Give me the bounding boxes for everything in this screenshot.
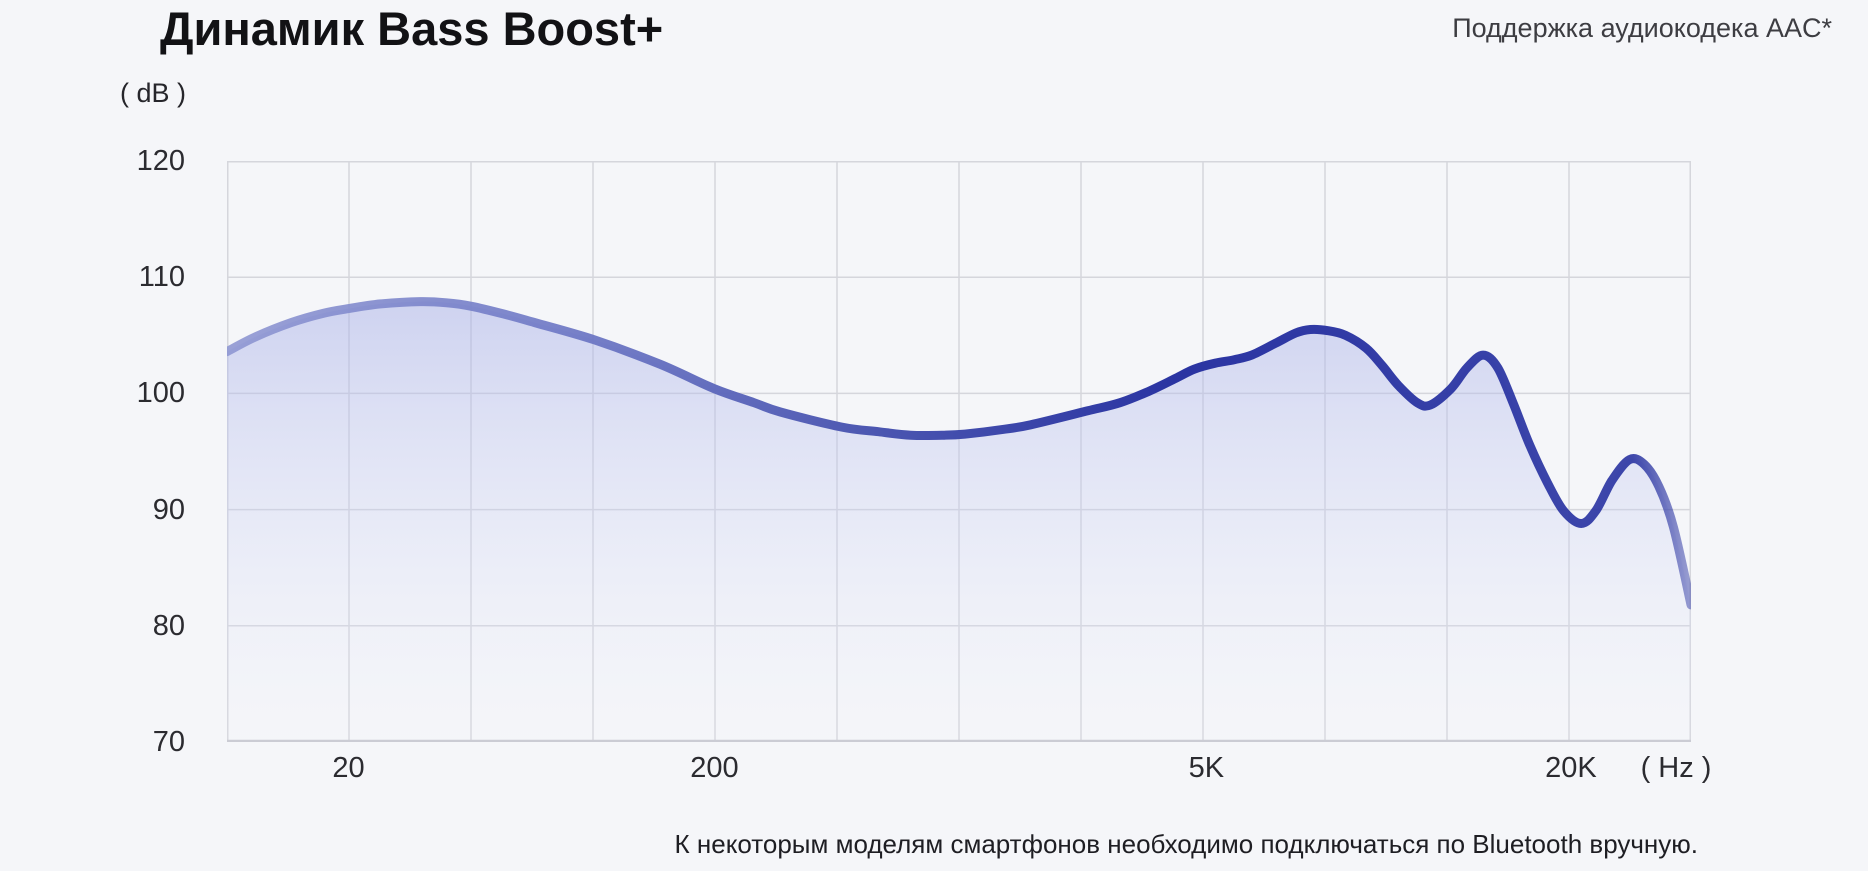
x-tick-20: 20 — [332, 752, 365, 784]
y-tick-120: 120 — [136, 145, 185, 177]
response-area-fill — [227, 301, 1691, 742]
y-tick-90: 90 — [152, 493, 185, 526]
x-tick-20K: 20K — [1545, 752, 1597, 784]
frequency-response-svg — [222, 161, 1696, 743]
y-tick-100: 100 — [136, 377, 185, 410]
y-axis-unit-label: ( dB ) — [119, 78, 186, 108]
response-curve — [222, 297, 1696, 610]
x-axis-unit-label: ( Hz ) — [1640, 752, 1712, 784]
x-tick-200: 200 — [690, 752, 739, 784]
x-tick-5K: 5K — [1188, 752, 1225, 784]
frequency-response-chart — [222, 161, 1696, 743]
y-tick-70: 70 — [152, 726, 185, 758]
bluetooth-footnote: К некоторым моделям смартфонов необходим… — [674, 829, 1699, 859]
codec-support-note: Поддержка аудиокодека AAC* — [1452, 13, 1832, 43]
page-title: Динамик Bass Boost+ — [160, 2, 664, 55]
y-tick-110: 110 — [138, 261, 185, 294]
y-tick-80: 80 — [152, 609, 185, 642]
